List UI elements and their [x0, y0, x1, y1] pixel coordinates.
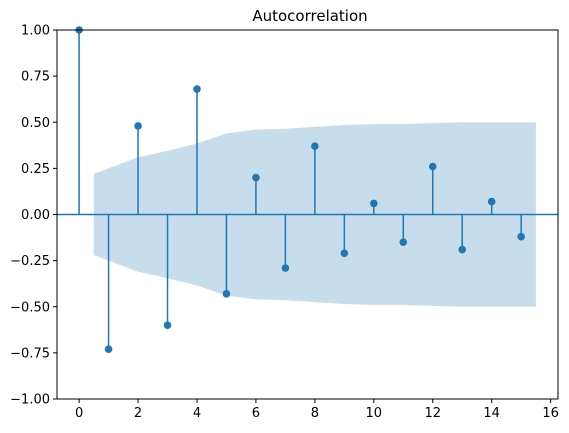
x-tick-label-6: 6: [252, 406, 260, 421]
x-tick-label-10: 10: [366, 406, 383, 421]
y-tick-label-3: 0.25: [21, 162, 50, 177]
y-tick-label-2: 0.50: [21, 116, 50, 131]
point-lag-6: [252, 173, 260, 182]
x-tick-label-12: 12: [424, 406, 441, 421]
x-tick-label-8: 8: [311, 406, 319, 421]
y-tick-label-1: 0.75: [21, 70, 50, 85]
y-tick-label-4: 0.00: [21, 208, 50, 223]
point-lag-2: [134, 122, 142, 130]
point-lag-9: [340, 249, 349, 258]
point-lag-7: [281, 264, 290, 272]
point-lag-10: [370, 199, 378, 208]
y-tick-label-5: −0.25: [10, 254, 50, 269]
x-tick-label-4: 4: [193, 406, 201, 421]
axes: 0 2 4 6 8 10 12 14 16 1.00 0.75 0.50 0.25 0.00 −0.25 −0…: [10, 24, 559, 422]
x-tick-label-16: 16: [542, 406, 559, 421]
point-lag-15: [517, 232, 525, 241]
point-lag-1: [104, 345, 113, 353]
point-lag-11: [399, 238, 408, 246]
point-lag-5: [222, 290, 231, 298]
point-lag-14: [487, 197, 496, 206]
point-lag-13: [458, 245, 467, 254]
y-tick-label-7: −0.75: [10, 346, 50, 361]
point-lag-12: [428, 162, 437, 171]
x-tick-label-2: 2: [134, 406, 142, 421]
chart-title: Autocorrelation: [252, 7, 367, 25]
y-tick-label-8: −1.00: [10, 393, 50, 408]
x-tick-label-0: 0: [75, 406, 83, 421]
point-lag-3: [163, 321, 172, 330]
plot-area: [57, 26, 558, 353]
point-lag-4: [193, 85, 201, 93]
y-tick-label-0: 1.00: [21, 24, 50, 39]
y-tick-label-6: −0.50: [10, 300, 50, 315]
point-lag-8: [311, 142, 319, 151]
x-tick-label-14: 14: [483, 406, 500, 421]
